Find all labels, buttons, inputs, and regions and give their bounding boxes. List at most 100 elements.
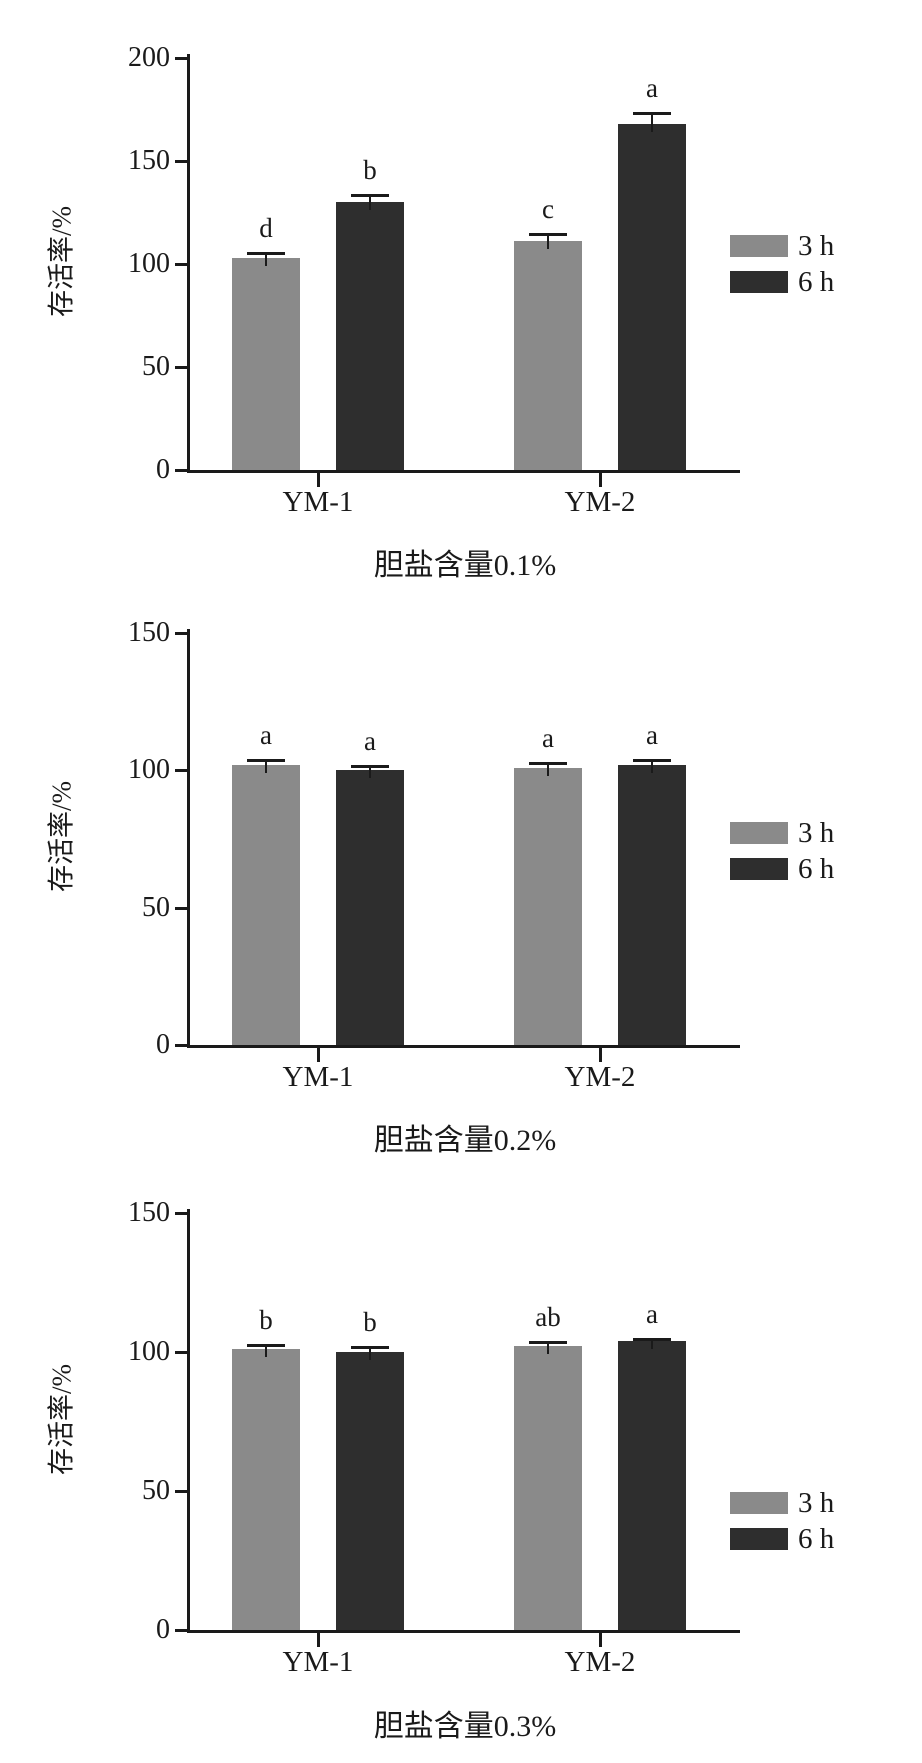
significance-letter: d — [259, 212, 273, 243]
error-bar-stem — [547, 762, 549, 776]
category-label: YM-1 — [282, 1646, 354, 1678]
y-tick-mark — [175, 57, 187, 60]
legend-swatch-3h — [730, 1492, 788, 1514]
bar-YM-1-6h — [336, 1352, 404, 1630]
legend-label-3h: 3 h — [798, 817, 835, 849]
y-tick-mark — [175, 1490, 187, 1493]
y-tick-label: 100 — [128, 1336, 170, 1367]
legend-label-6h: 6 h — [798, 266, 835, 298]
y-axis-title: 存活率/% — [46, 1363, 77, 1475]
y-tick-mark — [175, 263, 187, 266]
error-bar-stem — [369, 1346, 371, 1360]
error-bar-cap — [351, 764, 389, 768]
legend-swatch-6h — [730, 1528, 788, 1550]
significance-letter: a — [646, 1299, 658, 1330]
chart-title: 胆盐含量0.1% — [373, 549, 557, 582]
y-tick-label: 50 — [142, 1475, 170, 1506]
category-label: YM-1 — [282, 1061, 354, 1093]
legend-swatch-3h — [730, 235, 788, 257]
y-tick-label: 0 — [156, 1614, 170, 1645]
error-bar-stem — [651, 1338, 653, 1349]
y-axis — [187, 1209, 190, 1633]
significance-letter: b — [363, 1307, 377, 1338]
chart-title: 胆盐含量0.2% — [373, 1124, 557, 1157]
y-tick-label: 150 — [128, 617, 170, 648]
error-bar-cap — [247, 1343, 285, 1347]
error-bar-cap — [529, 1340, 567, 1344]
y-tick-mark — [175, 1212, 187, 1215]
error-bar-stem — [547, 233, 549, 250]
error-bar-cap — [351, 193, 389, 197]
legend-label-3h: 3 h — [798, 1487, 835, 1519]
bar-YM-1-3h — [232, 764, 300, 1045]
bar-YM-2-6h — [618, 764, 686, 1045]
significance-letter: a — [260, 720, 272, 751]
category-label: YM-2 — [564, 1646, 636, 1678]
significance-letter: b — [363, 154, 377, 185]
bar-YM-1-6h — [336, 770, 404, 1045]
bar-YM-2-3h — [514, 241, 582, 470]
legend-swatch-3h — [730, 822, 788, 844]
y-axis-title: 存活率/% — [46, 781, 77, 892]
x-axis — [187, 1630, 740, 1633]
legend-label-3h: 3 h — [798, 230, 835, 262]
error-bar-stem — [369, 764, 371, 779]
y-tick-mark — [175, 366, 187, 369]
x-tick-mark — [599, 1048, 602, 1062]
significance-letter: a — [646, 72, 658, 103]
x-tick-mark — [317, 1633, 320, 1647]
category-label: YM-1 — [282, 486, 354, 518]
legend-swatch-6h — [730, 271, 788, 293]
x-axis — [187, 1045, 740, 1048]
bar-YM-1-6h — [336, 202, 404, 470]
x-tick-mark — [317, 473, 320, 487]
y-tick-label: 150 — [128, 1197, 170, 1228]
error-bar-cap — [351, 1346, 389, 1350]
y-tick-mark — [175, 160, 187, 163]
y-axis — [187, 629, 190, 1048]
category-label: YM-2 — [564, 486, 636, 518]
legend-label-6h: 6 h — [798, 853, 835, 885]
chart-title: 胆盐含量0.3% — [373, 1710, 557, 1743]
error-bar-cap — [529, 233, 567, 237]
y-axis-title: 存活率/% — [46, 206, 77, 317]
y-tick-label: 50 — [142, 891, 170, 923]
error-bar-cap — [633, 759, 671, 763]
error-bar-stem — [265, 1343, 267, 1358]
y-tick-mark — [175, 632, 187, 635]
x-tick-mark — [599, 473, 602, 487]
y-tick-mark — [175, 1351, 187, 1354]
y-tick-mark — [175, 1629, 187, 1632]
error-bar-cap — [247, 759, 285, 763]
bar-YM-1-3h — [232, 257, 300, 470]
error-bar-cap — [633, 1338, 671, 1342]
y-tick-mark — [175, 906, 187, 910]
y-tick-mark — [175, 469, 187, 472]
y-tick-label: 100 — [128, 754, 170, 786]
x-axis — [187, 470, 740, 473]
y-tick-mark — [175, 1044, 187, 1047]
significance-letter: b — [259, 1304, 273, 1335]
bar-YM-1-3h — [232, 1349, 300, 1630]
y-tick-mark — [175, 769, 187, 773]
bar-YM-2-3h — [514, 1346, 582, 1630]
y-axis — [187, 54, 190, 473]
y-tick-label: 0 — [156, 454, 170, 485]
legend-label-6h: 6 h — [798, 1523, 835, 1555]
significance-letter: a — [542, 723, 554, 754]
error-bar-stem — [651, 111, 653, 132]
bar-YM-2-3h — [514, 767, 582, 1045]
significance-letter: a — [646, 720, 658, 751]
error-bar-stem — [265, 251, 267, 266]
y-tick-label: 200 — [128, 42, 170, 73]
error-bar-stem — [651, 759, 653, 773]
bar-YM-2-6h — [618, 1340, 686, 1630]
x-tick-mark — [599, 1633, 602, 1647]
bar-YM-2-6h — [618, 123, 686, 470]
error-bar-cap — [247, 251, 285, 255]
y-tick-label: 150 — [128, 145, 170, 176]
significance-letter: ab — [535, 1301, 561, 1332]
error-bar-cap — [633, 111, 671, 115]
y-tick-label: 100 — [128, 248, 170, 279]
